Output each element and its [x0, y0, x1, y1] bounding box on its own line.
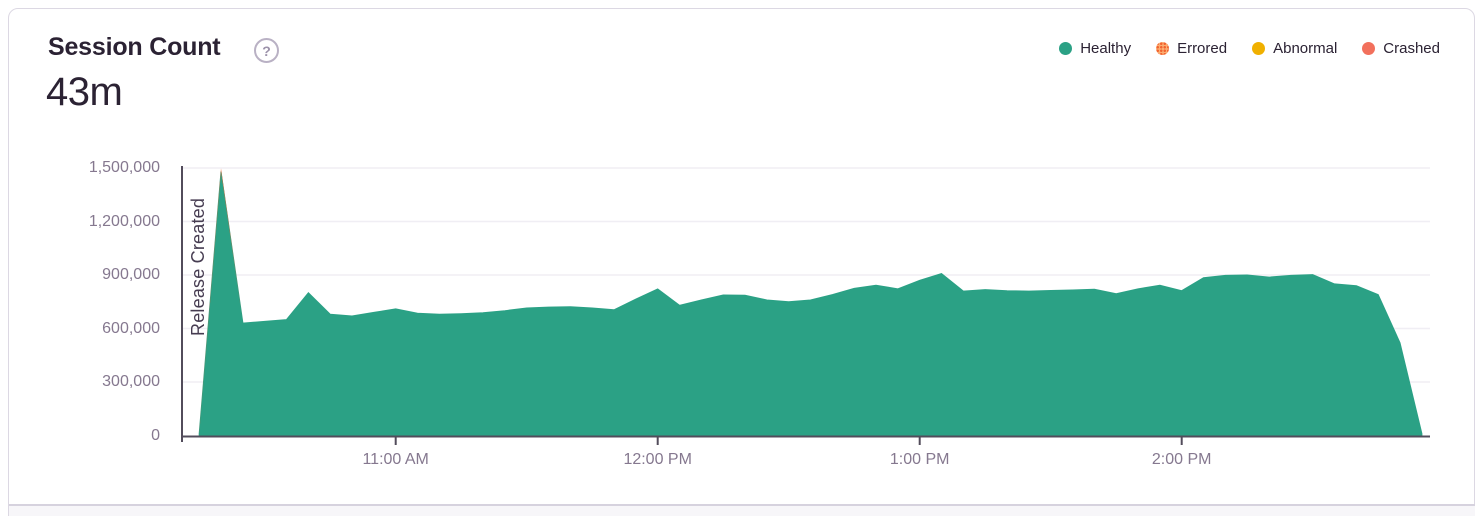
- session-total-value: 43m: [46, 70, 123, 114]
- legend-label: Abnormal: [1273, 40, 1338, 57]
- x-axis-label: 1:00 PM: [889, 451, 950, 468]
- legend-label: Crashed: [1383, 40, 1440, 57]
- release-created-label: Release Created: [188, 197, 208, 336]
- abnormal-series-dot-icon: [1252, 42, 1266, 55]
- legend-item-abnormal[interactable]: Abnormal: [1252, 40, 1337, 57]
- question-mark-glyph: ?: [262, 42, 271, 59]
- y-axis-label: 300,000: [102, 373, 160, 390]
- errored-series-dot-icon: [1156, 42, 1170, 55]
- card-divider: [9, 504, 1475, 506]
- y-axis-label: 0: [151, 426, 160, 444]
- legend-item-healthy[interactable]: Healthy: [1059, 40, 1131, 57]
- legend-item-errored[interactable]: Errored: [1156, 40, 1227, 57]
- x-axis-label: 11:00 AM: [362, 451, 429, 468]
- y-axis-label: 600,000: [102, 319, 160, 337]
- y-axis-label: 900,000: [102, 266, 160, 283]
- x-axis-label: 12:00 PM: [623, 451, 692, 468]
- healthy-area-series: [198, 171, 1423, 436]
- crashed-series-dot-icon: [1362, 42, 1376, 55]
- y-axis-label: 1,200,000: [88, 212, 160, 230]
- help-icon[interactable]: ?: [254, 38, 279, 63]
- card-footer-strip: [9, 506, 1475, 516]
- legend-label: Errored: [1177, 40, 1228, 57]
- page-title: Session Count: [48, 33, 221, 61]
- legend-label: Healthy: [1080, 40, 1132, 57]
- y-axis-label: 1,500,000: [88, 159, 160, 176]
- healthy-series-dot-icon: [1059, 42, 1073, 55]
- legend-item-crashed[interactable]: Crashed: [1362, 40, 1440, 57]
- x-axis-label: 2:00 PM: [1151, 451, 1212, 468]
- chart-legend: Healthy Errored Abnormal Crashed: [1059, 40, 1440, 57]
